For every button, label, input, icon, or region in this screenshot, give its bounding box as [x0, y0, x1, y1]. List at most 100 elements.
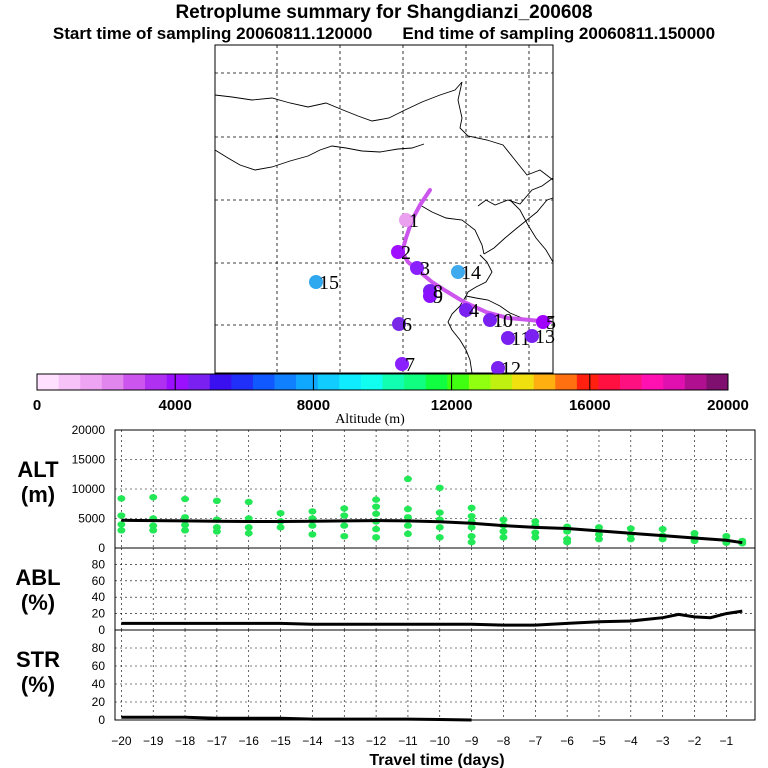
particle-point	[340, 512, 349, 519]
series-line	[121, 518, 743, 545]
particle-point	[435, 484, 444, 492]
colorbar-swatch	[144, 374, 167, 390]
particle-point	[276, 524, 285, 531]
particle-point	[149, 527, 158, 534]
x-tick-label: −3	[656, 734, 670, 748]
panel-abl: 0 20 40 60 80 ABL(%)	[15, 547, 756, 637]
particle-point	[435, 509, 444, 516]
panel-ylabel-unit: (%)	[21, 672, 55, 697]
marker-dot	[399, 213, 413, 227]
trajectory-marker-14: 14	[451, 262, 481, 284]
series-line	[121, 715, 472, 722]
particle-point	[372, 496, 381, 503]
trajectory-marker-3: 3	[410, 258, 430, 280]
colorbar-swatch	[555, 374, 578, 390]
x-tick-label: −12	[366, 734, 387, 748]
marker-dot	[536, 315, 550, 329]
colorbar-swatch	[209, 374, 232, 390]
colorbar-swatch	[468, 374, 491, 390]
colorbar-tick-label: 20000	[707, 397, 749, 414]
particle-point	[117, 495, 126, 502]
particle-point	[340, 522, 349, 529]
particle-point	[594, 535, 603, 543]
series-line	[121, 609, 743, 627]
x-tick-label: −16	[239, 734, 260, 748]
trajectory-marker-11: 11	[501, 328, 530, 350]
colorbar-swatch	[684, 374, 707, 390]
marker-dot	[501, 331, 515, 345]
x-tick-label: −13	[334, 734, 355, 748]
marker-label: 15	[319, 272, 339, 294]
colorbar-swatch	[123, 374, 146, 390]
start-time: Start time of sampling 20060811.120000	[52, 24, 373, 43]
marker-label: 1	[409, 210, 419, 232]
marker-label: 4	[469, 300, 479, 322]
colorbar-swatch	[641, 374, 664, 390]
marker-label: 6	[402, 314, 412, 336]
particle-point	[149, 522, 158, 529]
particle-point	[403, 505, 412, 513]
marker-label: 5	[546, 312, 556, 334]
x-axis-label: Travel time (days)	[369, 752, 504, 768]
colorbar-swatch	[598, 374, 621, 390]
particle-point	[499, 534, 508, 541]
particle-point	[181, 521, 190, 529]
colorbar-swatch	[512, 374, 534, 390]
colorbar-swatch	[166, 374, 189, 390]
trajectory-marker-2: 2	[391, 242, 411, 264]
particle-point	[244, 524, 253, 531]
marker-dot	[483, 313, 497, 327]
colorbar-swatch	[274, 374, 297, 390]
x-tick-label: −11	[398, 734, 418, 748]
particle-point	[149, 494, 158, 501]
colorbar-swatch	[490, 374, 513, 390]
particle-point	[531, 534, 540, 541]
colorbar-swatch	[404, 374, 426, 390]
particle-point	[340, 533, 349, 540]
particle-point	[117, 512, 126, 519]
particle-point	[372, 534, 381, 541]
particle-point	[244, 530, 253, 537]
particle-point	[181, 527, 190, 534]
x-tick-label: −8	[497, 734, 511, 748]
colorbar-swatch	[706, 374, 729, 390]
colorbar-tick-label: 16000	[569, 397, 611, 414]
particle-point	[372, 503, 381, 510]
marker-dot	[392, 317, 406, 331]
x-tick-label: −7	[528, 734, 542, 748]
marker-dot	[423, 289, 437, 303]
marker-dot	[395, 357, 409, 371]
x-tick-label: −9	[465, 734, 479, 748]
colorbar-swatch	[37, 374, 59, 390]
particle-point	[626, 535, 635, 543]
marker-dot	[491, 361, 505, 375]
panel-ylabel-unit: (m)	[21, 482, 55, 507]
trajectory-marker-1: 1	[399, 210, 419, 232]
particle-point	[467, 524, 476, 531]
colorbar-title: Altitude (m)	[335, 412, 405, 427]
colorbar-swatch	[339, 374, 362, 390]
end-time: End time of sampling 20060811.150000	[402, 24, 716, 43]
particle-point	[467, 504, 476, 512]
time-series-panels: 05000100001500020000ALT(m)020406080ABL(%…	[15, 423, 756, 768]
y-tick-label: 40	[92, 677, 106, 691]
particle-point	[308, 508, 317, 515]
particle-point	[594, 531, 603, 538]
y-tick-label: 15000	[72, 453, 106, 467]
trajectory-marker-9: 9	[423, 286, 443, 308]
colorbar-swatch	[317, 374, 340, 390]
y-tick-label: 80	[92, 557, 106, 571]
colorbar-swatch	[101, 374, 124, 390]
colorbar-swatch	[80, 374, 103, 390]
particle-point	[244, 498, 253, 506]
colorbar-swatch	[533, 374, 556, 390]
panel-ylabel: ALT	[17, 457, 59, 482]
y-tick-label: 20000	[72, 423, 106, 437]
marker-dot	[459, 303, 473, 317]
y-tick-label: 80	[92, 641, 106, 655]
marker-label: 11	[511, 328, 530, 350]
marker-dot	[309, 275, 323, 289]
colorbar-tick-label: 8000	[297, 397, 330, 414]
